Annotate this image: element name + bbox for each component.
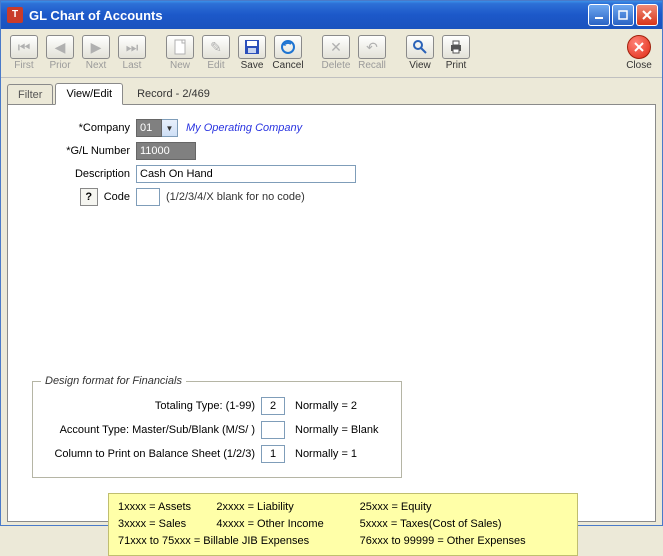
code-hint: (1/2/3/4/X blank for no code) xyxy=(166,191,305,203)
close-icon xyxy=(627,35,651,59)
view-button[interactable]: View xyxy=(403,35,437,71)
recall-button[interactable]: ↶ Recall xyxy=(355,35,389,71)
window-close-button[interactable] xyxy=(636,4,658,26)
last-button[interactable]: ⏭ Last xyxy=(115,35,149,71)
save-icon xyxy=(238,35,266,59)
prior-button[interactable]: ◀ Prior xyxy=(43,35,77,71)
company-label: *Company xyxy=(16,122,136,134)
close-button[interactable]: Close xyxy=(622,35,656,71)
next-icon: ▶ xyxy=(82,35,110,59)
company-dropdown-button[interactable]: ▼ xyxy=(162,119,178,137)
design-fieldset: Design format for Financials Totaling Ty… xyxy=(32,375,402,478)
window-title: GL Chart of Accounts xyxy=(29,8,586,23)
first-icon: ⏮ xyxy=(10,35,38,59)
totaling-type-normal: Normally = 2 xyxy=(295,400,357,412)
app-icon: T xyxy=(7,7,23,23)
company-code-input[interactable] xyxy=(136,119,162,137)
magnify-icon xyxy=(406,35,434,59)
account-ranges-legend: 1xxxx = Assets 2xxxx = Liability 25xxx =… xyxy=(108,493,578,556)
content-panel: *Company ▼ My Operating Company *G/L Num… xyxy=(7,104,656,522)
view-label: View xyxy=(403,60,437,71)
new-label: New xyxy=(163,60,197,71)
tab-viewedit[interactable]: View/Edit xyxy=(55,83,123,105)
account-type-normal: Normally = Blank xyxy=(295,424,378,436)
print-button[interactable]: Print xyxy=(439,35,473,71)
legend-equity: 25xxx = Equity xyxy=(359,499,569,516)
glnumber-input[interactable] xyxy=(136,142,196,160)
code-input[interactable] xyxy=(136,188,160,206)
column-print-label: Column to Print on Balance Sheet (1/2/3) xyxy=(41,448,261,460)
delete-icon: ✕ xyxy=(322,35,350,59)
delete-button[interactable]: ✕ Delete xyxy=(319,35,353,71)
cancel-label: Cancel xyxy=(271,60,305,71)
description-label: Description xyxy=(16,168,136,180)
tab-filter[interactable]: Filter xyxy=(7,84,53,105)
legend-assets: 1xxxx = Assets xyxy=(117,499,215,516)
edit-label: Edit xyxy=(199,60,233,71)
totaling-type-input[interactable] xyxy=(261,397,285,415)
legend-sales: 3xxxx = Sales xyxy=(117,516,215,533)
tabs: Filter View/Edit Record - 2/469 xyxy=(1,78,662,104)
prior-icon: ◀ xyxy=(46,35,74,59)
save-button[interactable]: Save xyxy=(235,35,269,71)
legend-liability: 2xxxx = Liability xyxy=(215,499,358,516)
record-indicator: Record - 2/469 xyxy=(129,84,218,104)
glnumber-label: *G/L Number xyxy=(16,145,136,157)
print-label: Print xyxy=(439,60,473,71)
printer-icon xyxy=(442,35,470,59)
company-name: My Operating Company xyxy=(186,122,302,134)
save-label: Save xyxy=(235,60,269,71)
new-icon xyxy=(166,35,194,59)
last-icon: ⏭ xyxy=(118,35,146,59)
title-bar: T GL Chart of Accounts xyxy=(1,1,662,29)
first-label: First xyxy=(7,60,41,71)
cancel-icon xyxy=(274,35,302,59)
account-type-input[interactable] xyxy=(261,421,285,439)
design-legend: Design format for Financials xyxy=(41,375,186,387)
description-input[interactable] xyxy=(136,165,356,183)
last-label: Last xyxy=(115,60,149,71)
cancel-button[interactable]: Cancel xyxy=(271,35,305,71)
delete-label: Delete xyxy=(319,60,353,71)
edit-button[interactable]: ✎ Edit xyxy=(199,35,233,71)
new-button[interactable]: New xyxy=(163,35,197,71)
recall-label: Recall xyxy=(355,60,389,71)
legend-otherincome: 4xxxx = Other Income xyxy=(215,516,358,533)
minimize-button[interactable] xyxy=(588,4,610,26)
legend-otherexp: 76xxx to 99999 = Other Expenses xyxy=(359,533,569,550)
prior-label: Prior xyxy=(43,60,77,71)
close-label: Close xyxy=(622,60,656,71)
toolbar: ⏮ First ◀ Prior ▶ Next ⏭ Last New ✎ Edit xyxy=(1,29,662,78)
column-print-input[interactable] xyxy=(261,445,285,463)
code-label: Code xyxy=(104,191,130,203)
legend-billable: 71xxx to 75xxx = Billable JIB Expenses xyxy=(117,533,359,550)
maximize-button[interactable] xyxy=(612,4,634,26)
recall-icon: ↶ xyxy=(358,35,386,59)
code-help-button[interactable]: ? xyxy=(80,188,98,206)
legend-taxes: 5xxxx = Taxes(Cost of Sales) xyxy=(359,516,569,533)
next-label: Next xyxy=(79,60,113,71)
pencil-icon: ✎ xyxy=(202,35,230,59)
column-print-normal: Normally = 1 xyxy=(295,448,357,460)
next-button[interactable]: ▶ Next xyxy=(79,35,113,71)
first-button[interactable]: ⏮ First xyxy=(7,35,41,71)
account-type-label: Account Type: Master/Sub/Blank (M/S/ ) xyxy=(41,424,261,436)
totaling-type-label: Totaling Type: (1-99) xyxy=(41,400,261,412)
